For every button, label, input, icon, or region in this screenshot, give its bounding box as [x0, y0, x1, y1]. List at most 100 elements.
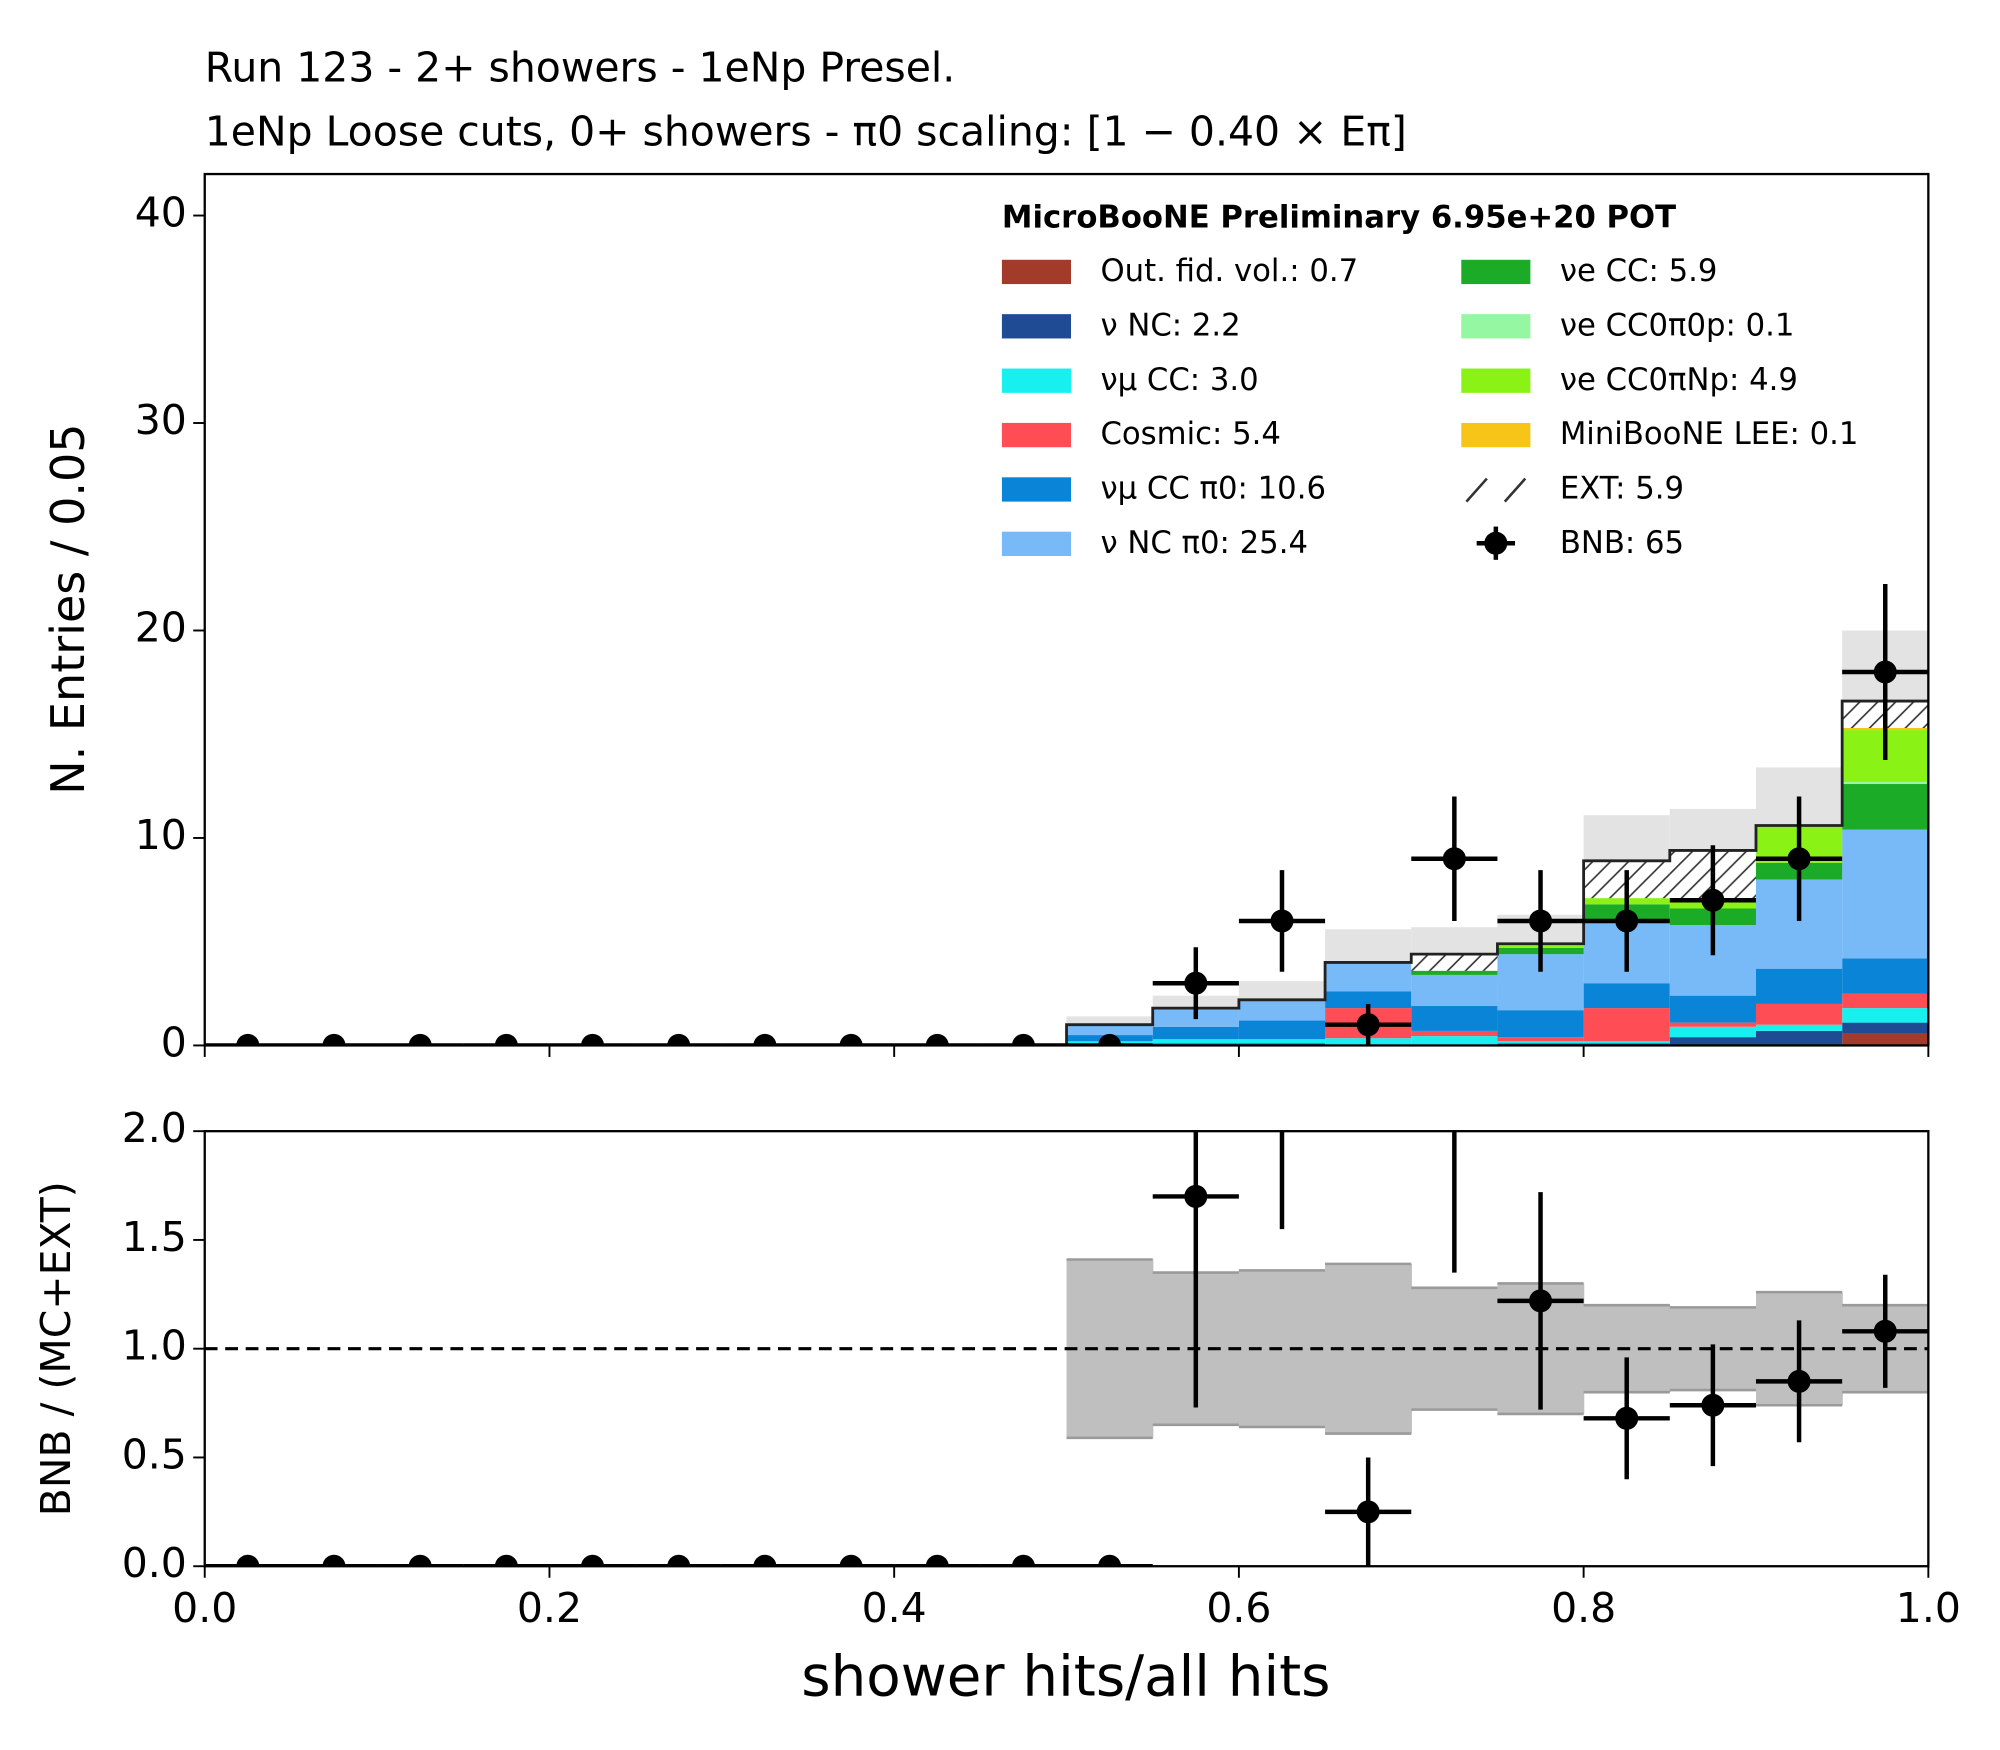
legend-label: EXT: 5.9: [1560, 471, 1684, 507]
data-point: [1873, 660, 1897, 684]
x-tick-label: 0.4: [862, 1584, 927, 1632]
stack-segment: [1669, 1037, 1756, 1046]
data-point: [494, 1554, 518, 1567]
y-tick-label: 1.5: [122, 1213, 187, 1261]
data-point: [581, 1033, 605, 1046]
legend-label: MiniBooNE LEE: 0.1: [1560, 416, 1859, 452]
stack-segment: [1842, 1032, 1929, 1046]
stack-segment: [1497, 1037, 1584, 1042]
legend-label: νe CC: 5.9: [1560, 253, 1718, 289]
data-point: [667, 1033, 691, 1046]
legend-label: νμ CC: 3.0: [1100, 362, 1258, 398]
legend-label: νe CC0π0p: 0.1: [1560, 307, 1795, 343]
stack-segment: [1411, 970, 1498, 975]
legend-swatch: [1001, 422, 1072, 448]
legend-swatch: [1484, 531, 1508, 555]
axes-frame: [203, 1130, 1930, 1568]
data-point: [408, 1554, 432, 1567]
stack-segment: [1152, 1039, 1239, 1044]
legend-swatch: [1001, 259, 1072, 285]
legend-swatch: [1461, 314, 1531, 339]
x-tick-label: 0.8: [1551, 1584, 1616, 1632]
x-axis-label: shower hits/all hits: [801, 1645, 1330, 1710]
stack-segment: [1842, 829, 1929, 959]
stack-segment: [1755, 1003, 1843, 1025]
data-point: [1270, 909, 1294, 933]
stack-segment: [1583, 1041, 1670, 1044]
y-tick-label: 1.0: [122, 1322, 187, 1370]
chart-subtitle: 1eNp Loose cuts, 0+ showers - π0 scaling…: [205, 107, 1407, 155]
x-tick-label: 0.2: [517, 1584, 582, 1632]
data-point: [1615, 1406, 1639, 1430]
stack-segment: [1669, 995, 1756, 1023]
stack-segment: [1325, 962, 1412, 992]
legend-swatch: [1001, 368, 1072, 393]
data-point: [1787, 1369, 1811, 1393]
stack-segment: [1238, 1039, 1326, 1044]
data-point: [1787, 847, 1811, 871]
legend-swatch: [1461, 259, 1531, 285]
data-point: [1356, 1500, 1380, 1524]
data-point: [408, 1033, 432, 1046]
y-tick-label: 30: [135, 396, 187, 444]
stack-segment: [1669, 1022, 1756, 1027]
data-point: [753, 1033, 777, 1046]
stack-segment: [1755, 1030, 1843, 1046]
stack-segment: [1842, 1022, 1929, 1033]
data-point: [1098, 1033, 1122, 1046]
data-point: [1184, 1184, 1208, 1208]
ratio-y-axis-label: BNB / (MC+EXT): [32, 1181, 80, 1516]
data-point: [236, 1033, 260, 1046]
data-point: [1011, 1033, 1035, 1046]
data-point: [1701, 888, 1725, 912]
x-tick-label: 0.6: [1206, 1584, 1271, 1632]
stack-segment: [1411, 1006, 1498, 1031]
axes: 0 10 20 30 40 MicroBooNE Preliminary 6.95e+20…: [122, 172, 1961, 1632]
legend-swatch: [1461, 368, 1531, 393]
data-point: [1529, 909, 1553, 933]
legend-label: Out. fid. vol.: 0.7: [1100, 253, 1358, 289]
data-point: [1184, 971, 1208, 995]
stack-segment: [1842, 958, 1929, 994]
data-point: [236, 1554, 260, 1567]
data-point: [1450, 1131, 1459, 1132]
legend-label: ν NC π0: 25.4: [1100, 525, 1308, 561]
stack-segment: [1066, 1024, 1153, 1036]
stack-segment: [1669, 1026, 1756, 1038]
y-axis-label: N. Entries / 0.05: [41, 423, 95, 794]
legend-swatch: [1001, 314, 1072, 339]
legend-swatch: [1465, 477, 1527, 503]
y-tick-label: 0.5: [122, 1430, 187, 1478]
data-point: [1011, 1554, 1035, 1567]
legend-swatch: [1001, 477, 1072, 502]
y-tick-label: 10: [135, 811, 187, 859]
legend-swatch: [1461, 422, 1531, 448]
stack-segment: [1411, 1030, 1498, 1037]
data-point: [581, 1554, 605, 1567]
chart-title: Run 123 - 2+ showers - 1eNp Presel.: [205, 43, 956, 91]
data-point: [1529, 1289, 1553, 1313]
stack-segment: [1497, 1010, 1584, 1038]
data-point: [667, 1554, 691, 1567]
legend-title: MicroBooNE Preliminary 6.95e+20 POT: [1002, 199, 1676, 235]
data-point: [1615, 909, 1639, 933]
data-point: [839, 1033, 863, 1046]
x-tick-label: 0.0: [172, 1584, 237, 1632]
data-point: [1873, 1319, 1897, 1343]
data-point: [925, 1033, 949, 1046]
legend-swatch: [1001, 531, 1072, 556]
data-point: [753, 1554, 777, 1567]
x-tick-label: 1.0: [1896, 1584, 1961, 1632]
data-point: [1098, 1554, 1122, 1567]
legend-label: νe CC0πNp: 4.9: [1560, 362, 1798, 398]
data-point: [322, 1033, 346, 1046]
legend-label: BNB: 65: [1560, 525, 1684, 561]
stack-segment: [1755, 968, 1843, 1004]
data-point: [839, 1554, 863, 1567]
stack-segment: [1842, 784, 1929, 830]
stack-segment: [1755, 1024, 1843, 1031]
y-tick-label: 0: [161, 1018, 187, 1066]
stack-segment: [1325, 991, 1412, 1009]
